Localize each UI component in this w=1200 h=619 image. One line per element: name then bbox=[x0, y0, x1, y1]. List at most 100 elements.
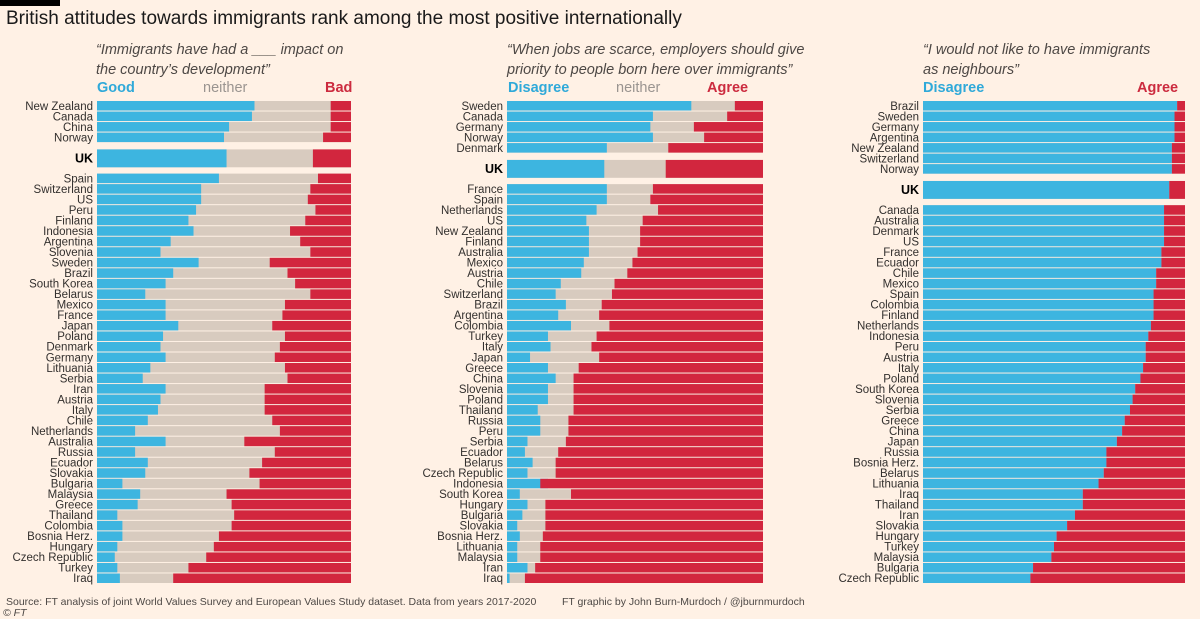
neighbours-greece-negative-bar bbox=[1124, 415, 1185, 426]
impact-greece-neither-bar bbox=[97, 499, 351, 510]
impact-netherlands-label: Netherlands bbox=[31, 426, 93, 438]
impact-peru-neither-bar bbox=[97, 205, 351, 215]
impact-brazil-neither-bar bbox=[97, 268, 351, 278]
neighbours-switzerland-label: Switzerland bbox=[860, 153, 919, 165]
impact-belarus-neither-bar bbox=[97, 289, 351, 299]
impact-australia-positive-bar bbox=[97, 436, 166, 447]
neighbours-brazil-positive-bar bbox=[923, 101, 1178, 111]
neighbours-norway-negative-bar bbox=[1171, 164, 1185, 174]
neighbours-russia-label: Russia bbox=[884, 447, 920, 459]
impact-slovakia-negative-bar bbox=[249, 468, 351, 478]
neighbours-indonesia-negative-bar bbox=[1148, 331, 1185, 341]
jobs-peru-positive-bar bbox=[507, 426, 541, 436]
impact-us-label: US bbox=[77, 194, 93, 206]
jobs-belarus-negative-bar bbox=[555, 457, 763, 468]
jobs-greece-negative-bar bbox=[578, 363, 763, 373]
neighbours-bosnia-herz--label: Bosnia Herz. bbox=[853, 457, 919, 469]
jobs-south-korea-positive-bar bbox=[507, 489, 520, 499]
neighbours-brazil-label: Brazil bbox=[890, 101, 919, 113]
impact-colombia-negative-bar bbox=[231, 520, 351, 531]
jobs-indonesia-positive-bar bbox=[507, 478, 548, 489]
neighbours-iraq-positive-bar bbox=[923, 489, 1083, 499]
jobs-australia-neither-bar bbox=[507, 247, 763, 257]
jobs-uk-label: UK bbox=[485, 162, 503, 176]
jobs-argentina-positive-bar bbox=[507, 310, 559, 320]
jobs-finland-positive-bar bbox=[507, 236, 589, 247]
neighbours-peru-positive-bar bbox=[923, 341, 1146, 352]
impact-serbia-positive-bar bbox=[97, 373, 143, 384]
impact-malaysia-negative-bar bbox=[226, 489, 351, 499]
neighbours-thailand-positive-bar bbox=[923, 499, 1083, 510]
neighbours-ecuador-negative-bar bbox=[1161, 257, 1185, 268]
impact-spain-negative-bar bbox=[317, 173, 351, 184]
jobs-china-negative-bar bbox=[573, 373, 763, 384]
jobs-new-zealand-negative-bar bbox=[640, 226, 763, 236]
impact-malaysia-label: Malaysia bbox=[48, 489, 94, 501]
jobs-thailand-label: Thailand bbox=[459, 405, 503, 417]
jobs-italy-label: Italy bbox=[482, 342, 503, 354]
neighbours-china-positive-bar bbox=[923, 426, 1123, 436]
neighbours-turkey-negative-bar bbox=[1054, 541, 1185, 552]
impact-turkey-negative-bar bbox=[188, 562, 351, 573]
panel1-question-line1: “Immigrants have had a ___ impact on bbox=[96, 42, 344, 58]
impact-russia-negative-bar bbox=[274, 447, 351, 457]
neighbours-iraq-negative-bar bbox=[1082, 489, 1185, 499]
neighbours-finland-negative-bar bbox=[1153, 310, 1185, 320]
impact-japan-negative-bar bbox=[272, 320, 351, 331]
jobs-lithuania-negative-bar bbox=[540, 541, 763, 552]
panel1-question-line2: the country’s development” bbox=[96, 62, 270, 78]
jobs-china-positive-bar bbox=[507, 373, 556, 384]
neighbours-malaysia-negative-bar bbox=[1051, 552, 1185, 562]
impact-france-positive-bar bbox=[97, 310, 166, 320]
impact-hungary-positive-bar bbox=[97, 541, 118, 552]
jobs-czech-republic-label: Czech Republic bbox=[422, 468, 503, 480]
impact-colombia-positive-bar bbox=[97, 520, 123, 531]
jobs-poland-label: Poland bbox=[467, 394, 503, 406]
impact-slovenia-neither-bar bbox=[97, 247, 351, 257]
neighbours-norway-label: Norway bbox=[880, 164, 919, 176]
impact-china-label: China bbox=[63, 122, 94, 134]
impact-indonesia-neither-bar bbox=[97, 226, 351, 236]
impact-serbia-negative-bar bbox=[287, 373, 351, 384]
neighbours-chile-negative-bar bbox=[1156, 268, 1185, 278]
jobs-sweden-negative-bar bbox=[734, 101, 763, 111]
impact-slovenia-positive-bar bbox=[97, 247, 161, 257]
neighbours-iran-label: Iran bbox=[899, 510, 919, 522]
jobs-us-negative-bar bbox=[642, 215, 763, 226]
jobs-japan-negative-bar bbox=[599, 352, 763, 363]
impact-iraq-positive-bar bbox=[97, 573, 120, 583]
impact-uk-positive-bar bbox=[97, 149, 227, 168]
jobs-uk-negative-bar bbox=[665, 159, 763, 178]
impact-canada-negative-bar bbox=[330, 111, 351, 122]
impact-greece-negative-bar bbox=[231, 499, 351, 510]
neighbours-denmark-positive-bar bbox=[923, 226, 1165, 236]
jobs-sweden-label: Sweden bbox=[461, 101, 503, 113]
jobs-bosnia-herz--positive-bar bbox=[507, 531, 520, 541]
neighbours-france-label: France bbox=[883, 247, 919, 259]
impact-china-negative-bar bbox=[330, 122, 351, 132]
jobs-hungary-label: Hungary bbox=[460, 500, 504, 512]
impact-sweden-label: Sweden bbox=[51, 258, 93, 270]
neighbours-uk-positive-bar bbox=[923, 180, 1170, 199]
jobs-netherlands-label: Netherlands bbox=[441, 205, 503, 217]
impact-peru-label: Peru bbox=[69, 205, 93, 217]
neighbours-mexico-label: Mexico bbox=[883, 279, 919, 291]
neighbours-belarus-label: Belarus bbox=[880, 468, 919, 480]
neighbours-serbia-positive-bar bbox=[923, 405, 1130, 415]
impact-russia-positive-bar bbox=[97, 447, 136, 457]
impact-brazil-negative-bar bbox=[287, 268, 351, 278]
jobs-turkey-negative-bar bbox=[596, 331, 763, 341]
neighbours-sweden-negative-bar bbox=[1174, 111, 1185, 122]
impact-uk-negative-bar bbox=[312, 149, 351, 168]
neighbours-colombia-positive-bar bbox=[923, 299, 1154, 310]
impact-thailand-neither-bar bbox=[97, 510, 351, 520]
neighbours-south-korea-label: South Korea bbox=[855, 384, 920, 396]
impact-netherlands-neither-bar bbox=[97, 426, 351, 436]
neighbours-germany-positive-bar bbox=[923, 122, 1175, 132]
impact-slovakia-label: Slovakia bbox=[50, 468, 94, 480]
panel2-question-line1: “When jobs are scarce, employers should … bbox=[507, 42, 805, 58]
impact-japan-neither-bar bbox=[97, 320, 351, 331]
neighbours-ecuador-positive-bar bbox=[923, 257, 1162, 268]
neighbours-serbia-label: Serbia bbox=[886, 405, 920, 417]
jobs-japan-positive-bar bbox=[507, 352, 531, 363]
